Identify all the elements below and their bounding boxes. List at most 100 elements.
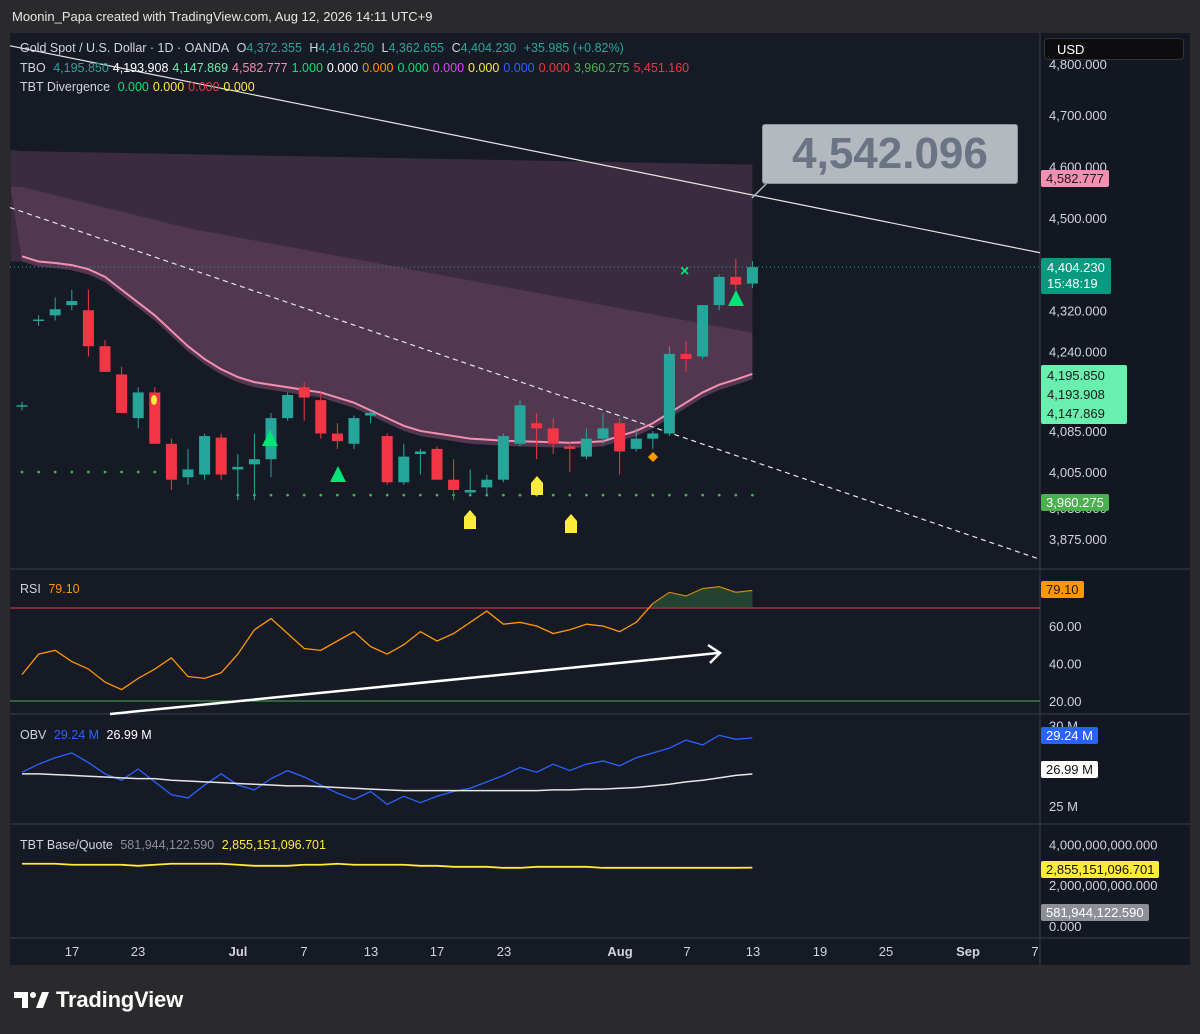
support-dot — [352, 493, 356, 497]
candle-body — [531, 423, 543, 429]
close-label: C — [451, 41, 461, 55]
support-dot — [751, 493, 754, 497]
candle-body — [348, 418, 360, 444]
candle-body — [99, 346, 111, 372]
support-dot — [53, 470, 57, 474]
price-tick-label: 4,085.000 — [1049, 424, 1107, 439]
candle-body — [232, 466, 244, 470]
tbt-base-quote-legend: TBT Base/Quote 581,944,122.590 2,855,151… — [20, 838, 330, 852]
rsi-tick-label: 20.00 — [1049, 694, 1082, 709]
tbo-value-9: 0.000 — [432, 61, 465, 75]
obv-value-2: 26.99 M — [106, 728, 152, 742]
candle-body — [630, 438, 642, 449]
tbo-value-3: 4,147.869 — [1047, 406, 1105, 421]
candle-body — [331, 433, 343, 442]
bq-ma-line — [22, 862, 753, 869]
support-dot — [103, 470, 107, 474]
time-tick-label: 17 — [430, 944, 444, 959]
close-value: 4,404.230 — [460, 41, 517, 55]
candle-body — [448, 479, 460, 490]
tbo-value-6: 0.000 — [326, 61, 359, 75]
tbo-low-tag: 3,960.275 — [1041, 494, 1109, 511]
obv-tag: 29.24 M — [1041, 727, 1098, 744]
time-tick-label: 7 — [300, 944, 307, 959]
rsi-overbought-fill — [652, 586, 753, 608]
main-legend: Gold Spot / U.S. Dollar · 1D · OANDA O4,… — [20, 41, 628, 55]
price-tick-label: 4,240.000 — [1049, 344, 1107, 359]
tbo-values-tag: 4,195.850 4,193.908 4,147.869 — [1041, 365, 1127, 424]
tbt-divergence-value-3: 0.000 — [188, 80, 220, 94]
rsi-value: 79.10 — [48, 582, 80, 596]
obv-ma-line — [22, 773, 753, 792]
open-value: 4,372.355 — [246, 41, 302, 55]
tbt-divergence-legend: TBT Divergence 0.000 0.000 0.000 0.000 — [20, 80, 259, 94]
tbt-divergence-value-1: 0.000 — [117, 80, 149, 94]
candle-body — [365, 412, 377, 416]
tbo-value-3: 4,147.869 — [172, 61, 229, 75]
tbt-bq-value-1: 581,944,122.590 — [120, 838, 215, 852]
support-dot — [153, 470, 157, 474]
obv-tick-label: 25 M — [1049, 799, 1078, 814]
low-label: L — [381, 41, 389, 55]
chart-credit: Moonin_Papa created with TradingView.com… — [12, 9, 433, 24]
support-dot — [369, 493, 372, 497]
change-value: +35.985 (+0.82%) — [523, 41, 624, 55]
tbo-value-10: 0.000 — [468, 61, 500, 75]
tradingview-logo[interactable]: TradingView — [14, 987, 183, 1013]
orange-diamond-marker — [648, 452, 658, 462]
candle-body — [33, 319, 45, 322]
support-dot — [20, 470, 24, 474]
bq-tick-label: 0.000 — [1049, 919, 1082, 934]
cross-marker: × — [680, 263, 689, 280]
bq-volume-tag: 581,944,122.590 — [1041, 904, 1149, 921]
candle-body — [16, 405, 28, 407]
support-dot — [336, 493, 339, 497]
candle-body — [680, 353, 692, 360]
candle-body — [564, 446, 576, 449]
support-dot — [286, 493, 289, 497]
bq-ma-tag: 2,855,151,096.701 — [1041, 861, 1160, 878]
candle-body — [282, 394, 294, 419]
tbo-value-1: 4,195.850 — [1047, 368, 1105, 383]
rsi-legend: RSI 79.10 — [20, 582, 84, 596]
currency-button[interactable]: USD — [1044, 38, 1184, 60]
tbt-divergence-label: TBT Divergence — [20, 80, 111, 94]
bq-tick-label: 4,000,000,000.000 — [1049, 837, 1157, 852]
time-tick-label: 25 — [879, 944, 893, 959]
price-tick-label: 4,320.000 — [1049, 303, 1107, 318]
resistance-trendline — [9, 45, 1041, 254]
countdown-value: 15:48:19 — [1047, 276, 1098, 291]
candle-body — [132, 392, 144, 419]
last-price-value: 4,404.230 — [1047, 260, 1105, 275]
tbo-value-2: 4,193.908 — [1047, 387, 1105, 402]
support-dot — [634, 493, 638, 497]
candle-body — [713, 276, 725, 306]
tradingview-logo-icon — [14, 992, 49, 1008]
support-dot — [618, 493, 621, 497]
rsi-line — [21, 586, 753, 691]
tbo-cloud-outer — [10, 150, 753, 448]
low-value: 4,362.655 — [388, 41, 445, 55]
rsi-trend-arrow-head — [707, 643, 722, 664]
candle-body — [398, 456, 410, 483]
time-tick-label: Jul — [229, 944, 248, 959]
candle-body — [66, 301, 78, 306]
tbt-divergence-value-4: 0.000 — [223, 80, 255, 94]
time-tick-label: 19 — [813, 944, 827, 959]
sma-line — [21, 255, 753, 444]
last-price-tag: 4,404.230 15:48:19 — [1041, 258, 1111, 294]
tbo-value-8: 0.000 — [397, 61, 429, 75]
support-dot — [136, 470, 140, 474]
tbt-divergence-value-2: 0.000 — [152, 80, 185, 94]
support-dot — [385, 493, 389, 497]
support-dot — [87, 470, 90, 474]
support-dot — [568, 493, 572, 497]
support-dot — [551, 493, 555, 497]
time-tick-label: 13 — [364, 944, 378, 959]
support-dot — [668, 493, 671, 497]
dashed-trendline — [9, 207, 1041, 560]
footer — [0, 965, 1200, 1034]
price-callout[interactable]: 4,542.096 — [762, 124, 1018, 184]
candle-body — [746, 267, 758, 284]
